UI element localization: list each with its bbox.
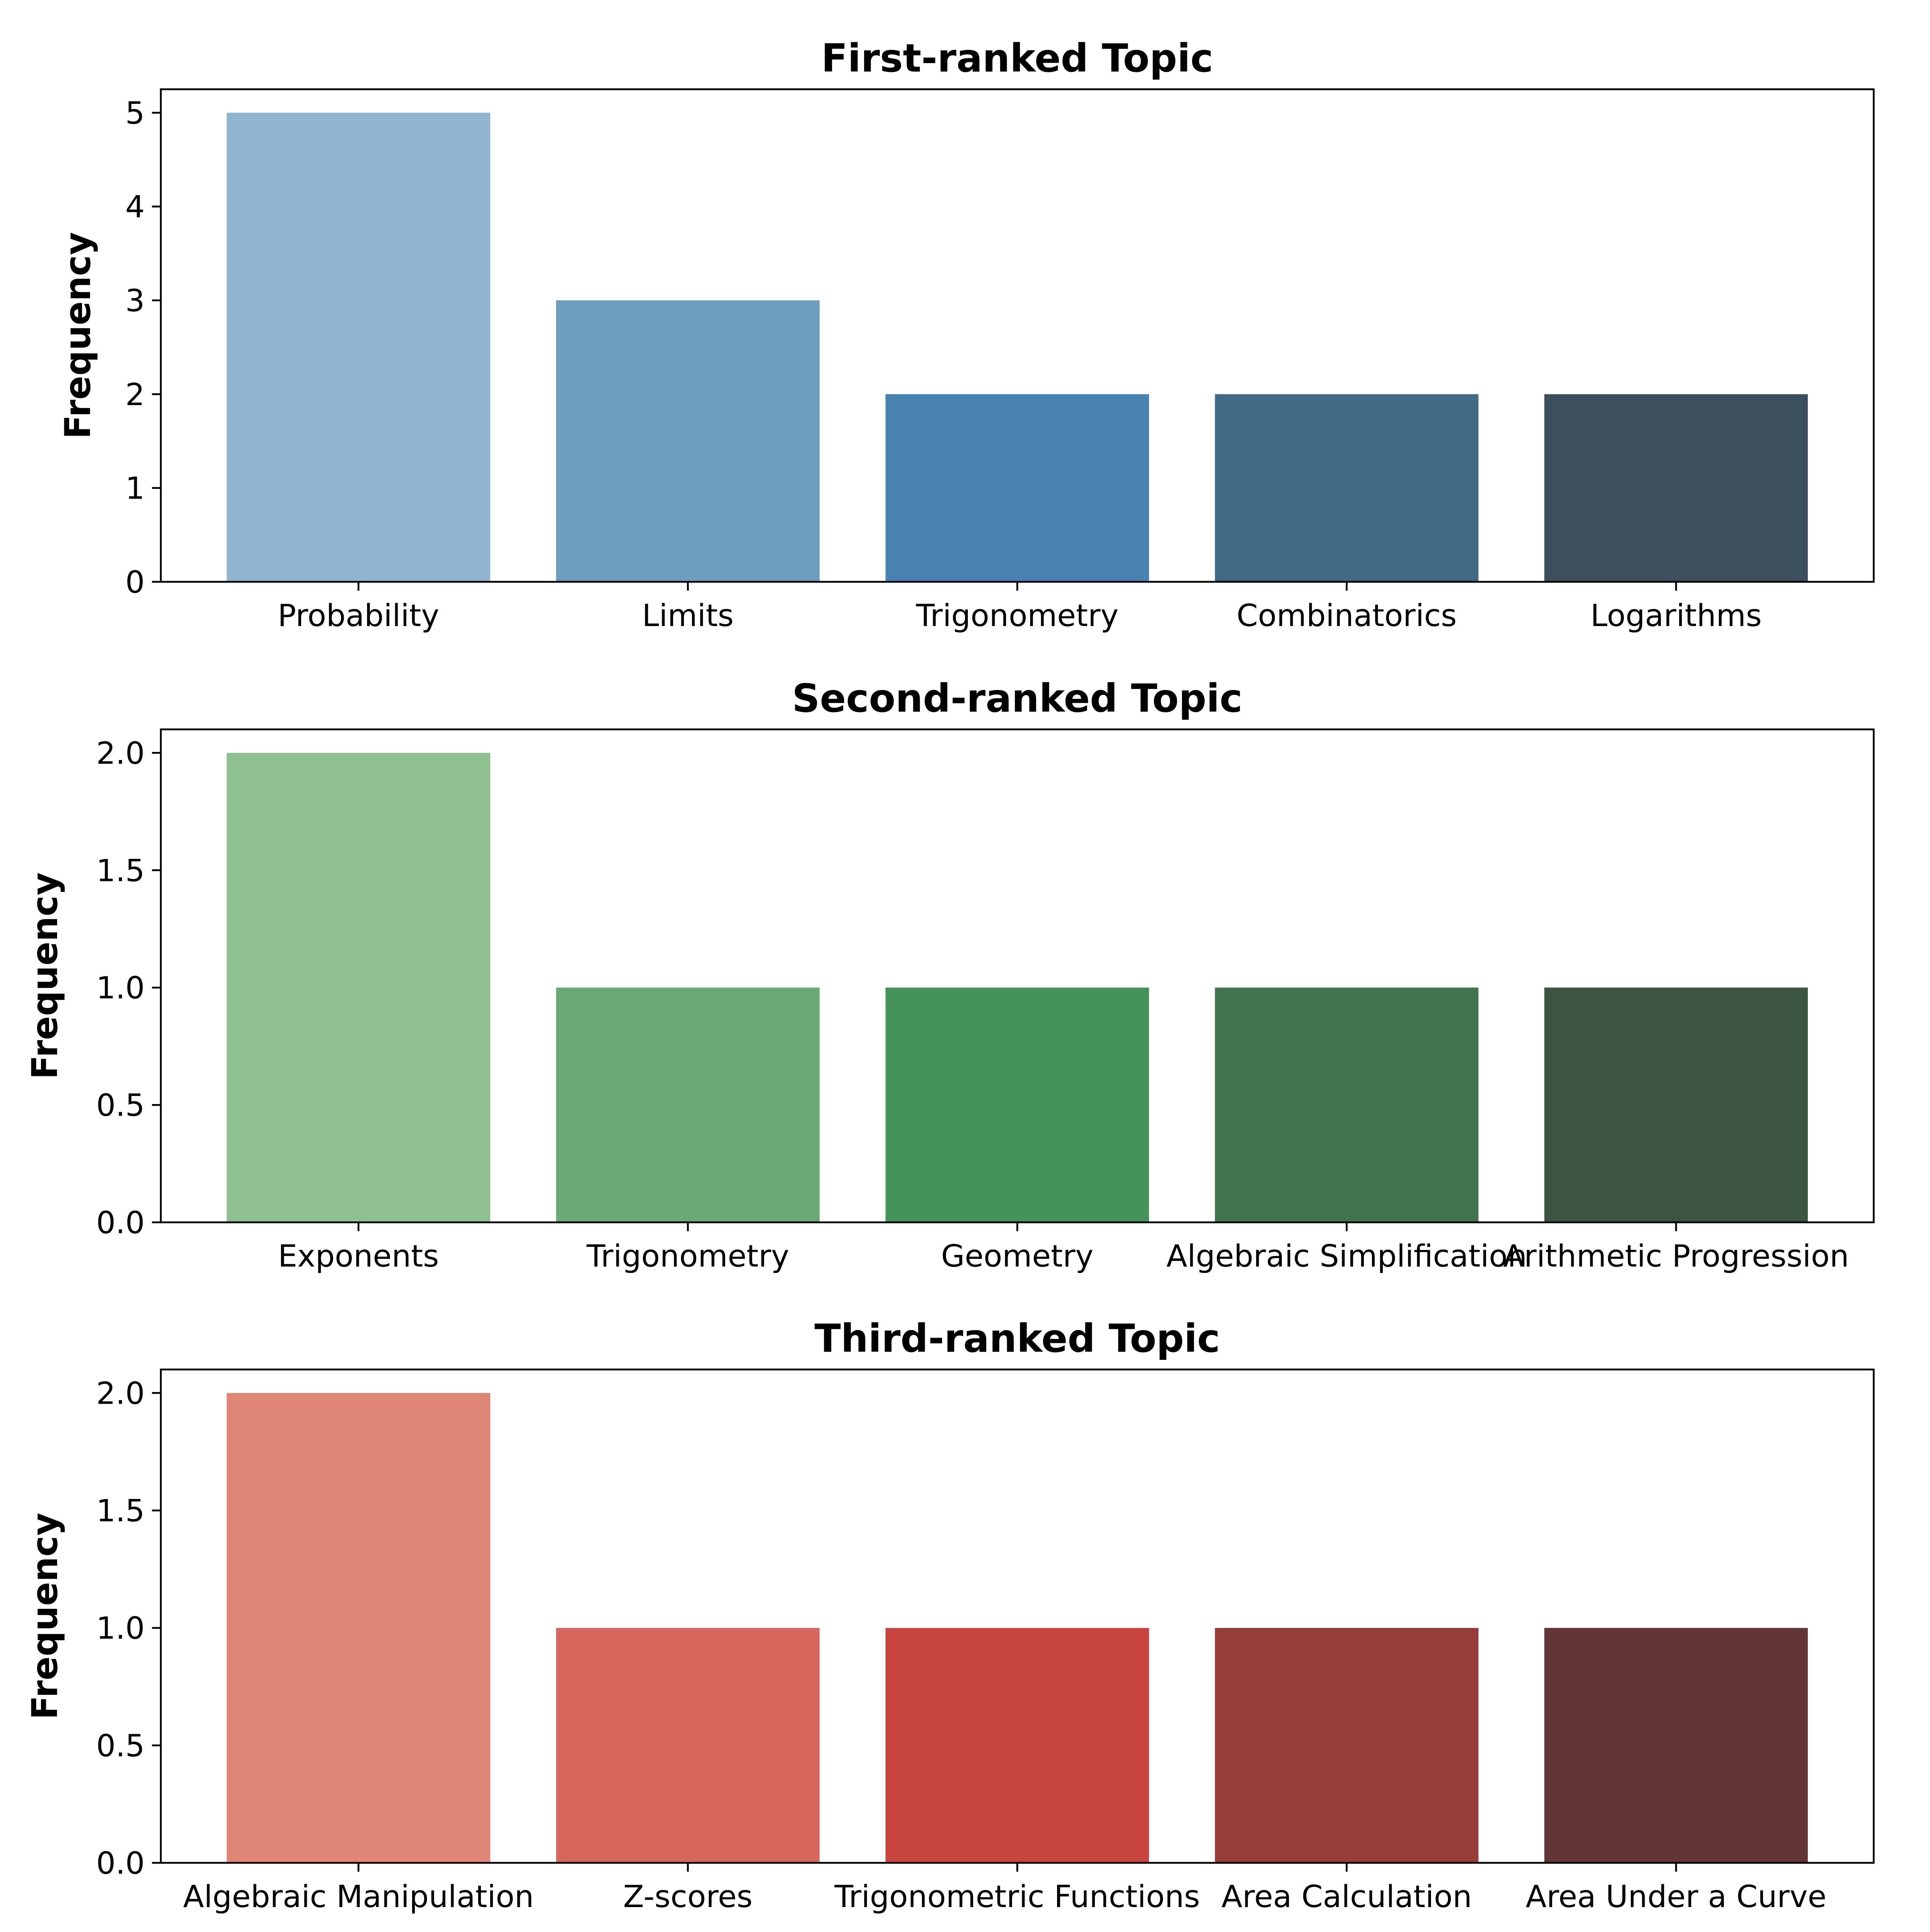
chart-title-1: First-ranked Topic — [821, 36, 1213, 81]
x-tick-label-3-3: Trigonometric Functions — [834, 1879, 1200, 1914]
bar-2-5 — [1544, 988, 1808, 1222]
y-tick-label-3-4: 1.5 — [96, 1493, 145, 1529]
x-tick-label-1-3: Trigonometry — [916, 597, 1119, 633]
y-tick-label-3-1: 0.0 — [96, 1845, 145, 1881]
y-tick-label-3-3: 1.0 — [96, 1610, 145, 1646]
x-tick-label-2-1: Exponents — [278, 1238, 439, 1274]
y-tick-label-2-2: 0.5 — [96, 1087, 145, 1123]
bar-3-5 — [1544, 1628, 1808, 1863]
x-tick-label-1-1: Probability — [278, 597, 439, 633]
bar-1-3 — [885, 394, 1149, 582]
y-tick-label-3-5: 2.0 — [96, 1375, 145, 1411]
bar-2-2 — [556, 988, 820, 1222]
chart-title-3: Third-ranked Topic — [815, 1316, 1220, 1361]
x-tick-label-1-4: Combinatorics — [1236, 597, 1457, 633]
bar-1-1 — [226, 113, 491, 582]
y-tick-label-2-3: 1.0 — [96, 970, 145, 1006]
bar-2-3 — [885, 988, 1149, 1222]
chart-title-2: Second-ranked Topic — [792, 676, 1242, 721]
x-tick-label-1-5: Logarithms — [1590, 597, 1762, 633]
x-tick-label-2-5: Arithmetic Progression — [1503, 1238, 1849, 1274]
y-tick-label-1-6: 5 — [125, 95, 145, 131]
bar-1-2 — [556, 300, 820, 582]
y-axis-label-1: Frequency — [57, 232, 99, 439]
y-tick-label-2-5: 2.0 — [96, 735, 145, 771]
bar-2-4 — [1215, 988, 1478, 1222]
x-tick-label-3-4: Area Calculation — [1222, 1879, 1472, 1914]
y-tick-label-2-4: 1.5 — [96, 852, 145, 888]
y-axis-label-2: Frequency — [24, 872, 66, 1079]
x-tick-label-2-2: Trigonometry — [586, 1238, 789, 1274]
x-tick-label-2-3: Geometry — [941, 1238, 1094, 1274]
y-tick-label-1-4: 3 — [125, 283, 145, 318]
y-axis-label-3: Frequency — [24, 1513, 66, 1720]
x-tick-label-3-1: Algebraic Manipulation — [183, 1879, 534, 1914]
bar-3-4 — [1215, 1628, 1478, 1863]
y-tick-label-1-5: 4 — [125, 189, 145, 225]
x-tick-label-1-2: Limits — [642, 597, 734, 633]
y-tick-label-1-3: 2 — [125, 376, 145, 412]
bar-2-1 — [226, 753, 491, 1222]
x-tick-label-3-5: Area Under a Curve — [1526, 1879, 1826, 1914]
bar-1-4 — [1215, 394, 1478, 582]
bar-1-5 — [1544, 394, 1808, 582]
y-tick-label-3-2: 0.5 — [96, 1728, 145, 1764]
bar-3-2 — [556, 1628, 820, 1863]
x-tick-label-2-4: Algebraic Simplification — [1166, 1238, 1527, 1274]
bar-3-3 — [885, 1628, 1149, 1863]
x-tick-label-3-2: Z-scores — [623, 1879, 753, 1914]
bar-3-1 — [226, 1393, 491, 1863]
y-tick-label-1-2: 1 — [125, 470, 145, 506]
y-tick-label-2-1: 0.0 — [96, 1205, 145, 1240]
y-tick-label-1-1: 0 — [125, 564, 145, 600]
